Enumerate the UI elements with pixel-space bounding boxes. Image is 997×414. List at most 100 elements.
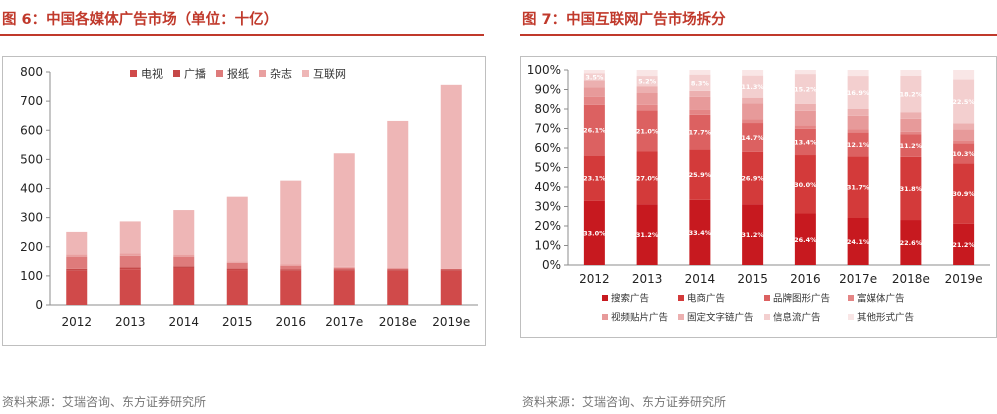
y-tick-label: 10% — [534, 239, 561, 253]
legend-label: 互联网 — [313, 68, 346, 81]
bar-segment — [794, 70, 816, 75]
bar-segment — [900, 220, 922, 265]
legend-label: 信息流广告 — [773, 312, 821, 324]
data-label: 21.2% — [952, 241, 975, 249]
bar-segment — [689, 96, 711, 110]
bar-segment — [66, 268, 88, 271]
bar-segment — [280, 180, 302, 265]
data-label: 33.0% — [583, 229, 606, 237]
bar-segment — [636, 204, 658, 265]
bar-segment — [440, 270, 462, 305]
bar-segment — [794, 110, 816, 126]
y-tick-label: 60% — [534, 141, 561, 155]
left-chart-title: 图 6：中国各媒体广告市场（单位：十亿） — [2, 12, 279, 28]
media-ad-market-chart: 0 100 200 300 400 500 600 700 800 2012 2013 2014 201… — [2, 56, 486, 346]
data-label: 14.7% — [741, 134, 764, 142]
bar-segment — [66, 256, 88, 269]
bar-segment — [583, 70, 605, 74]
data-label: 3.5% — [585, 73, 604, 81]
bar-segment — [66, 254, 88, 257]
x-tick-label: 2018e — [379, 315, 417, 329]
y-tick-label: 30% — [534, 200, 561, 214]
bar-segment — [387, 269, 409, 271]
bar-segment — [280, 269, 302, 271]
bar-segment — [689, 70, 711, 75]
x-tick-label: 2012 — [61, 315, 92, 329]
bar-segment — [280, 264, 302, 266]
bar-segment — [583, 87, 605, 97]
data-label: 22.6% — [900, 239, 923, 247]
x-tick-label: 2013 — [115, 315, 146, 329]
legend-swatch — [602, 314, 608, 320]
y-tick-label: 100 — [20, 269, 43, 283]
bar-segment — [742, 123, 764, 152]
bar-segment — [794, 128, 816, 156]
bar-segment — [900, 70, 922, 76]
bar-segment — [119, 267, 141, 270]
bar-segment — [900, 131, 922, 135]
bar-segment — [440, 269, 462, 271]
data-label: 30.0% — [794, 181, 817, 189]
y-tick-label: 50% — [534, 161, 561, 175]
legend-label: 杂志 — [270, 68, 292, 81]
bar-segment — [953, 143, 975, 164]
bar-segment — [226, 262, 248, 269]
data-label: 31.2% — [636, 231, 659, 239]
legend-label: 报纸 — [227, 67, 249, 81]
legend-swatch — [130, 70, 137, 77]
bar-segment — [900, 156, 922, 221]
bar-segment — [794, 213, 816, 265]
bar-segment — [847, 76, 869, 109]
bar-segment — [636, 110, 658, 152]
x-tick-label: 2015 — [737, 272, 768, 286]
x-tick-label: 2015 — [222, 315, 253, 329]
bar-segment — [440, 84, 462, 269]
bar-segment — [387, 268, 409, 270]
bar-segment — [173, 266, 195, 269]
legend-swatch — [678, 295, 684, 301]
bar-segment — [953, 70, 975, 80]
bar-segment — [953, 129, 975, 141]
bar-segment — [847, 156, 869, 219]
x-tick-label: 2019e — [945, 272, 983, 286]
x-tick-label: 2017e — [839, 272, 877, 286]
bar-segment — [794, 103, 816, 111]
x-tick-label: 2019e — [432, 315, 470, 329]
data-label: 30.9% — [952, 190, 975, 198]
y-tick-label: 20% — [534, 219, 561, 233]
bar-segment — [333, 266, 355, 268]
bar-segment — [333, 267, 355, 270]
bar-segment — [636, 76, 658, 87]
bar-segment — [583, 96, 605, 105]
bar-segment — [689, 90, 711, 97]
data-label: 24.1% — [847, 238, 870, 246]
data-label: 8.3% — [691, 79, 710, 87]
legend-swatch — [216, 70, 223, 77]
x-tick-label: 2014 — [168, 315, 199, 329]
data-label: 10.3% — [952, 150, 975, 158]
x-tick-label: 2018e — [892, 272, 930, 286]
data-label: 31.8% — [900, 185, 923, 193]
bar-segment — [900, 118, 922, 132]
data-label: 33.4% — [689, 229, 712, 237]
bar-segment — [583, 104, 605, 156]
bar-segment — [689, 74, 711, 91]
y-tick-label: 40% — [534, 180, 561, 194]
y-tick-label: 300 — [20, 211, 43, 225]
right-source-note: 资料来源：艾瑞咨询、东方证券研究所 — [522, 395, 727, 409]
bar-segment — [583, 155, 605, 201]
legend-swatch — [173, 70, 180, 77]
legend-label: 广播 — [184, 67, 206, 81]
bar-segment — [794, 125, 816, 129]
x-tick-label: 2013 — [632, 272, 663, 286]
y-tick-label: 200 — [20, 240, 43, 254]
y-tick-label: 80% — [534, 102, 561, 116]
x-tick-label: 2012 — [579, 272, 610, 286]
bar-segment — [226, 268, 248, 271]
bar-segment — [953, 123, 975, 130]
legend-swatch — [678, 314, 684, 320]
x-tick-label: 2017e — [325, 315, 363, 329]
bar-segment — [333, 269, 355, 271]
legend-label: 品牌图形广告 — [773, 293, 830, 305]
data-label: 12.1% — [847, 141, 870, 149]
